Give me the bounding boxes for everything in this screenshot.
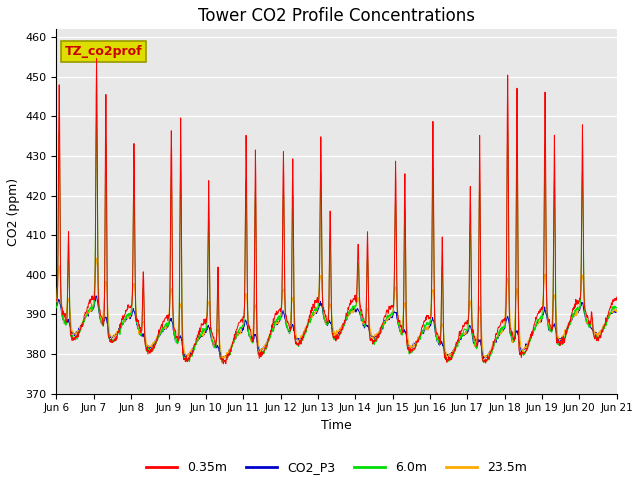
X-axis label: Time: Time [321, 419, 352, 432]
Legend: 0.35m, CO2_P3, 6.0m, 23.5m: 0.35m, CO2_P3, 6.0m, 23.5m [141, 456, 532, 480]
Text: TZ_co2prof: TZ_co2prof [65, 45, 143, 58]
Y-axis label: CO2 (ppm): CO2 (ppm) [7, 178, 20, 245]
Title: Tower CO2 Profile Concentrations: Tower CO2 Profile Concentrations [198, 7, 475, 25]
